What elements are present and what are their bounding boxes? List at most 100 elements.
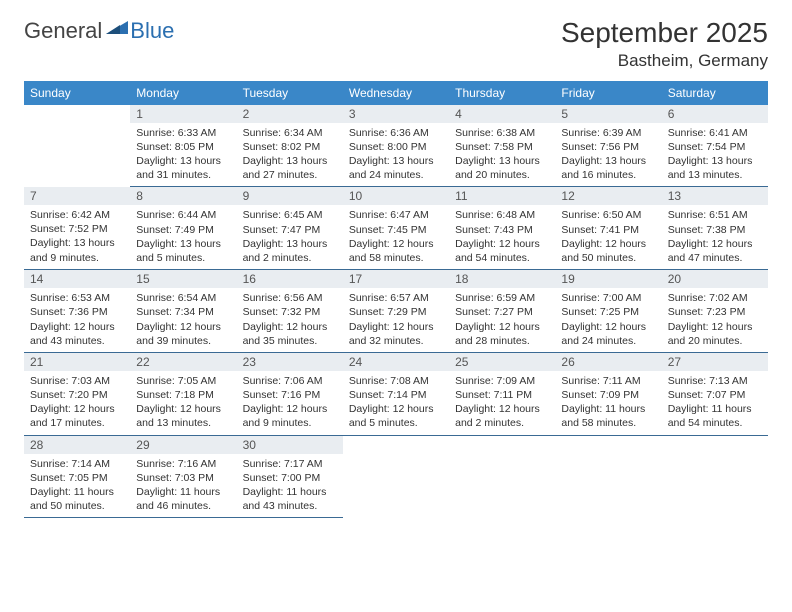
calendar-empty-cell [555, 435, 661, 518]
day-detail-line: Daylight: 11 hours [561, 402, 655, 416]
day-detail-line: and 31 minutes. [136, 168, 230, 182]
day-detail-line: and 32 minutes. [349, 334, 443, 348]
day-detail-line: Sunset: 7:05 PM [30, 471, 124, 485]
day-details: Sunrise: 7:11 AMSunset: 7:09 PMDaylight:… [555, 371, 661, 435]
day-detail-line: and 9 minutes. [30, 251, 124, 265]
day-detail-line: and 2 minutes. [243, 251, 337, 265]
calendar-day-cell: 2Sunrise: 6:34 AMSunset: 8:02 PMDaylight… [237, 105, 343, 187]
day-detail-line: and 20 minutes. [455, 168, 549, 182]
day-detail-line: Daylight: 12 hours [243, 320, 337, 334]
calendar-day-cell: 16Sunrise: 6:56 AMSunset: 7:32 PMDayligh… [237, 270, 343, 353]
day-detail-line: and 24 minutes. [349, 168, 443, 182]
day-details: Sunrise: 7:00 AMSunset: 7:25 PMDaylight:… [555, 288, 661, 352]
day-details: Sunrise: 6:44 AMSunset: 7:49 PMDaylight:… [130, 205, 236, 269]
day-details: Sunrise: 7:13 AMSunset: 7:07 PMDaylight:… [662, 371, 768, 435]
day-detail-line: Sunrise: 7:11 AM [561, 374, 655, 388]
day-number: 20 [662, 270, 768, 288]
calendar-day-cell: 4Sunrise: 6:38 AMSunset: 7:58 PMDaylight… [449, 105, 555, 187]
calendar-day-cell: 29Sunrise: 7:16 AMSunset: 7:03 PMDayligh… [130, 435, 236, 518]
day-detail-line: Sunset: 7:07 PM [668, 388, 762, 402]
day-details: Sunrise: 6:50 AMSunset: 7:41 PMDaylight:… [555, 205, 661, 269]
day-detail-line: Daylight: 11 hours [668, 402, 762, 416]
day-detail-line: Daylight: 12 hours [455, 402, 549, 416]
day-number: 29 [130, 436, 236, 454]
day-number: 3 [343, 105, 449, 123]
calendar-day-cell: 12Sunrise: 6:50 AMSunset: 7:41 PMDayligh… [555, 187, 661, 270]
day-detail-line: Sunset: 7:14 PM [349, 388, 443, 402]
day-detail-line: Daylight: 12 hours [349, 320, 443, 334]
day-detail-line: Sunrise: 6:42 AM [30, 208, 124, 222]
calendar-day-cell: 24Sunrise: 7:08 AMSunset: 7:14 PMDayligh… [343, 352, 449, 435]
day-header: Sunday [24, 81, 130, 105]
calendar-day-cell: 20Sunrise: 7:02 AMSunset: 7:23 PMDayligh… [662, 270, 768, 353]
day-detail-line: Sunrise: 6:56 AM [243, 291, 337, 305]
day-detail-line: Sunset: 7:45 PM [349, 223, 443, 237]
day-detail-line: Daylight: 11 hours [30, 485, 124, 499]
day-details: Sunrise: 6:45 AMSunset: 7:47 PMDaylight:… [237, 205, 343, 269]
day-detail-line: Sunset: 7:36 PM [30, 305, 124, 319]
day-detail-line: Sunset: 7:43 PM [455, 223, 549, 237]
day-number: 14 [24, 270, 130, 288]
day-detail-line: and 27 minutes. [243, 168, 337, 182]
day-detail-line: Daylight: 13 hours [455, 154, 549, 168]
calendar-week-row: 21Sunrise: 7:03 AMSunset: 7:20 PMDayligh… [24, 352, 768, 435]
day-detail-line: and 50 minutes. [30, 499, 124, 513]
calendar-day-cell: 17Sunrise: 6:57 AMSunset: 7:29 PMDayligh… [343, 270, 449, 353]
day-number: 19 [555, 270, 661, 288]
day-detail-line: and 24 minutes. [561, 334, 655, 348]
day-header: Tuesday [237, 81, 343, 105]
day-detail-line: Sunrise: 7:02 AM [668, 291, 762, 305]
day-detail-line: Daylight: 13 hours [243, 154, 337, 168]
day-number: 12 [555, 187, 661, 205]
day-header: Saturday [662, 81, 768, 105]
day-detail-line: Daylight: 12 hours [561, 320, 655, 334]
day-details: Sunrise: 6:47 AMSunset: 7:45 PMDaylight:… [343, 205, 449, 269]
day-detail-line: Daylight: 11 hours [243, 485, 337, 499]
logo-text-blue: Blue [130, 18, 174, 44]
page-title: September 2025 [561, 18, 768, 49]
day-detail-line: Sunset: 7:00 PM [243, 471, 337, 485]
day-number: 9 [237, 187, 343, 205]
day-detail-line: Daylight: 12 hours [455, 237, 549, 251]
day-detail-line: and 58 minutes. [561, 416, 655, 430]
day-number: 24 [343, 353, 449, 371]
day-detail-line: and 54 minutes. [455, 251, 549, 265]
day-number: 5 [555, 105, 661, 123]
day-detail-line: Sunrise: 6:57 AM [349, 291, 443, 305]
day-details: Sunrise: 7:17 AMSunset: 7:00 PMDaylight:… [237, 454, 343, 518]
day-detail-line: Sunrise: 6:47 AM [349, 208, 443, 222]
day-detail-line: Sunrise: 6:44 AM [136, 208, 230, 222]
day-detail-line: Sunset: 7:09 PM [561, 388, 655, 402]
day-detail-line: Daylight: 12 hours [243, 402, 337, 416]
logo-text-general: General [24, 18, 102, 44]
day-detail-line: Sunrise: 6:50 AM [561, 208, 655, 222]
day-number: 21 [24, 353, 130, 371]
day-detail-line: and 46 minutes. [136, 499, 230, 513]
day-detail-line: Sunrise: 6:54 AM [136, 291, 230, 305]
day-detail-line: Sunset: 7:16 PM [243, 388, 337, 402]
day-detail-line: and 47 minutes. [668, 251, 762, 265]
day-details: Sunrise: 6:56 AMSunset: 7:32 PMDaylight:… [237, 288, 343, 352]
day-details: Sunrise: 6:57 AMSunset: 7:29 PMDaylight:… [343, 288, 449, 352]
day-number: 17 [343, 270, 449, 288]
day-number: 27 [662, 353, 768, 371]
day-detail-line: Daylight: 13 hours [668, 154, 762, 168]
day-detail-line: Sunset: 7:03 PM [136, 471, 230, 485]
day-number: 7 [24, 187, 130, 205]
day-details: Sunrise: 6:54 AMSunset: 7:34 PMDaylight:… [130, 288, 236, 352]
calendar-week-row: 28Sunrise: 7:14 AMSunset: 7:05 PMDayligh… [24, 435, 768, 518]
day-detail-line: Sunset: 7:41 PM [561, 223, 655, 237]
day-detail-line: Sunrise: 7:16 AM [136, 457, 230, 471]
day-number: 6 [662, 105, 768, 123]
day-detail-line: Sunset: 7:54 PM [668, 140, 762, 154]
day-details: Sunrise: 6:59 AMSunset: 7:27 PMDaylight:… [449, 288, 555, 352]
day-detail-line: Daylight: 13 hours [561, 154, 655, 168]
day-detail-line: Sunset: 8:02 PM [243, 140, 337, 154]
calendar-day-cell: 18Sunrise: 6:59 AMSunset: 7:27 PMDayligh… [449, 270, 555, 353]
calendar-day-cell: 13Sunrise: 6:51 AMSunset: 7:38 PMDayligh… [662, 187, 768, 270]
day-number: 10 [343, 187, 449, 205]
calendar-week-row: 1Sunrise: 6:33 AMSunset: 8:05 PMDaylight… [24, 105, 768, 187]
day-number: 1 [130, 105, 236, 123]
calendar-day-cell: 6Sunrise: 6:41 AMSunset: 7:54 PMDaylight… [662, 105, 768, 187]
day-detail-line: and 20 minutes. [668, 334, 762, 348]
